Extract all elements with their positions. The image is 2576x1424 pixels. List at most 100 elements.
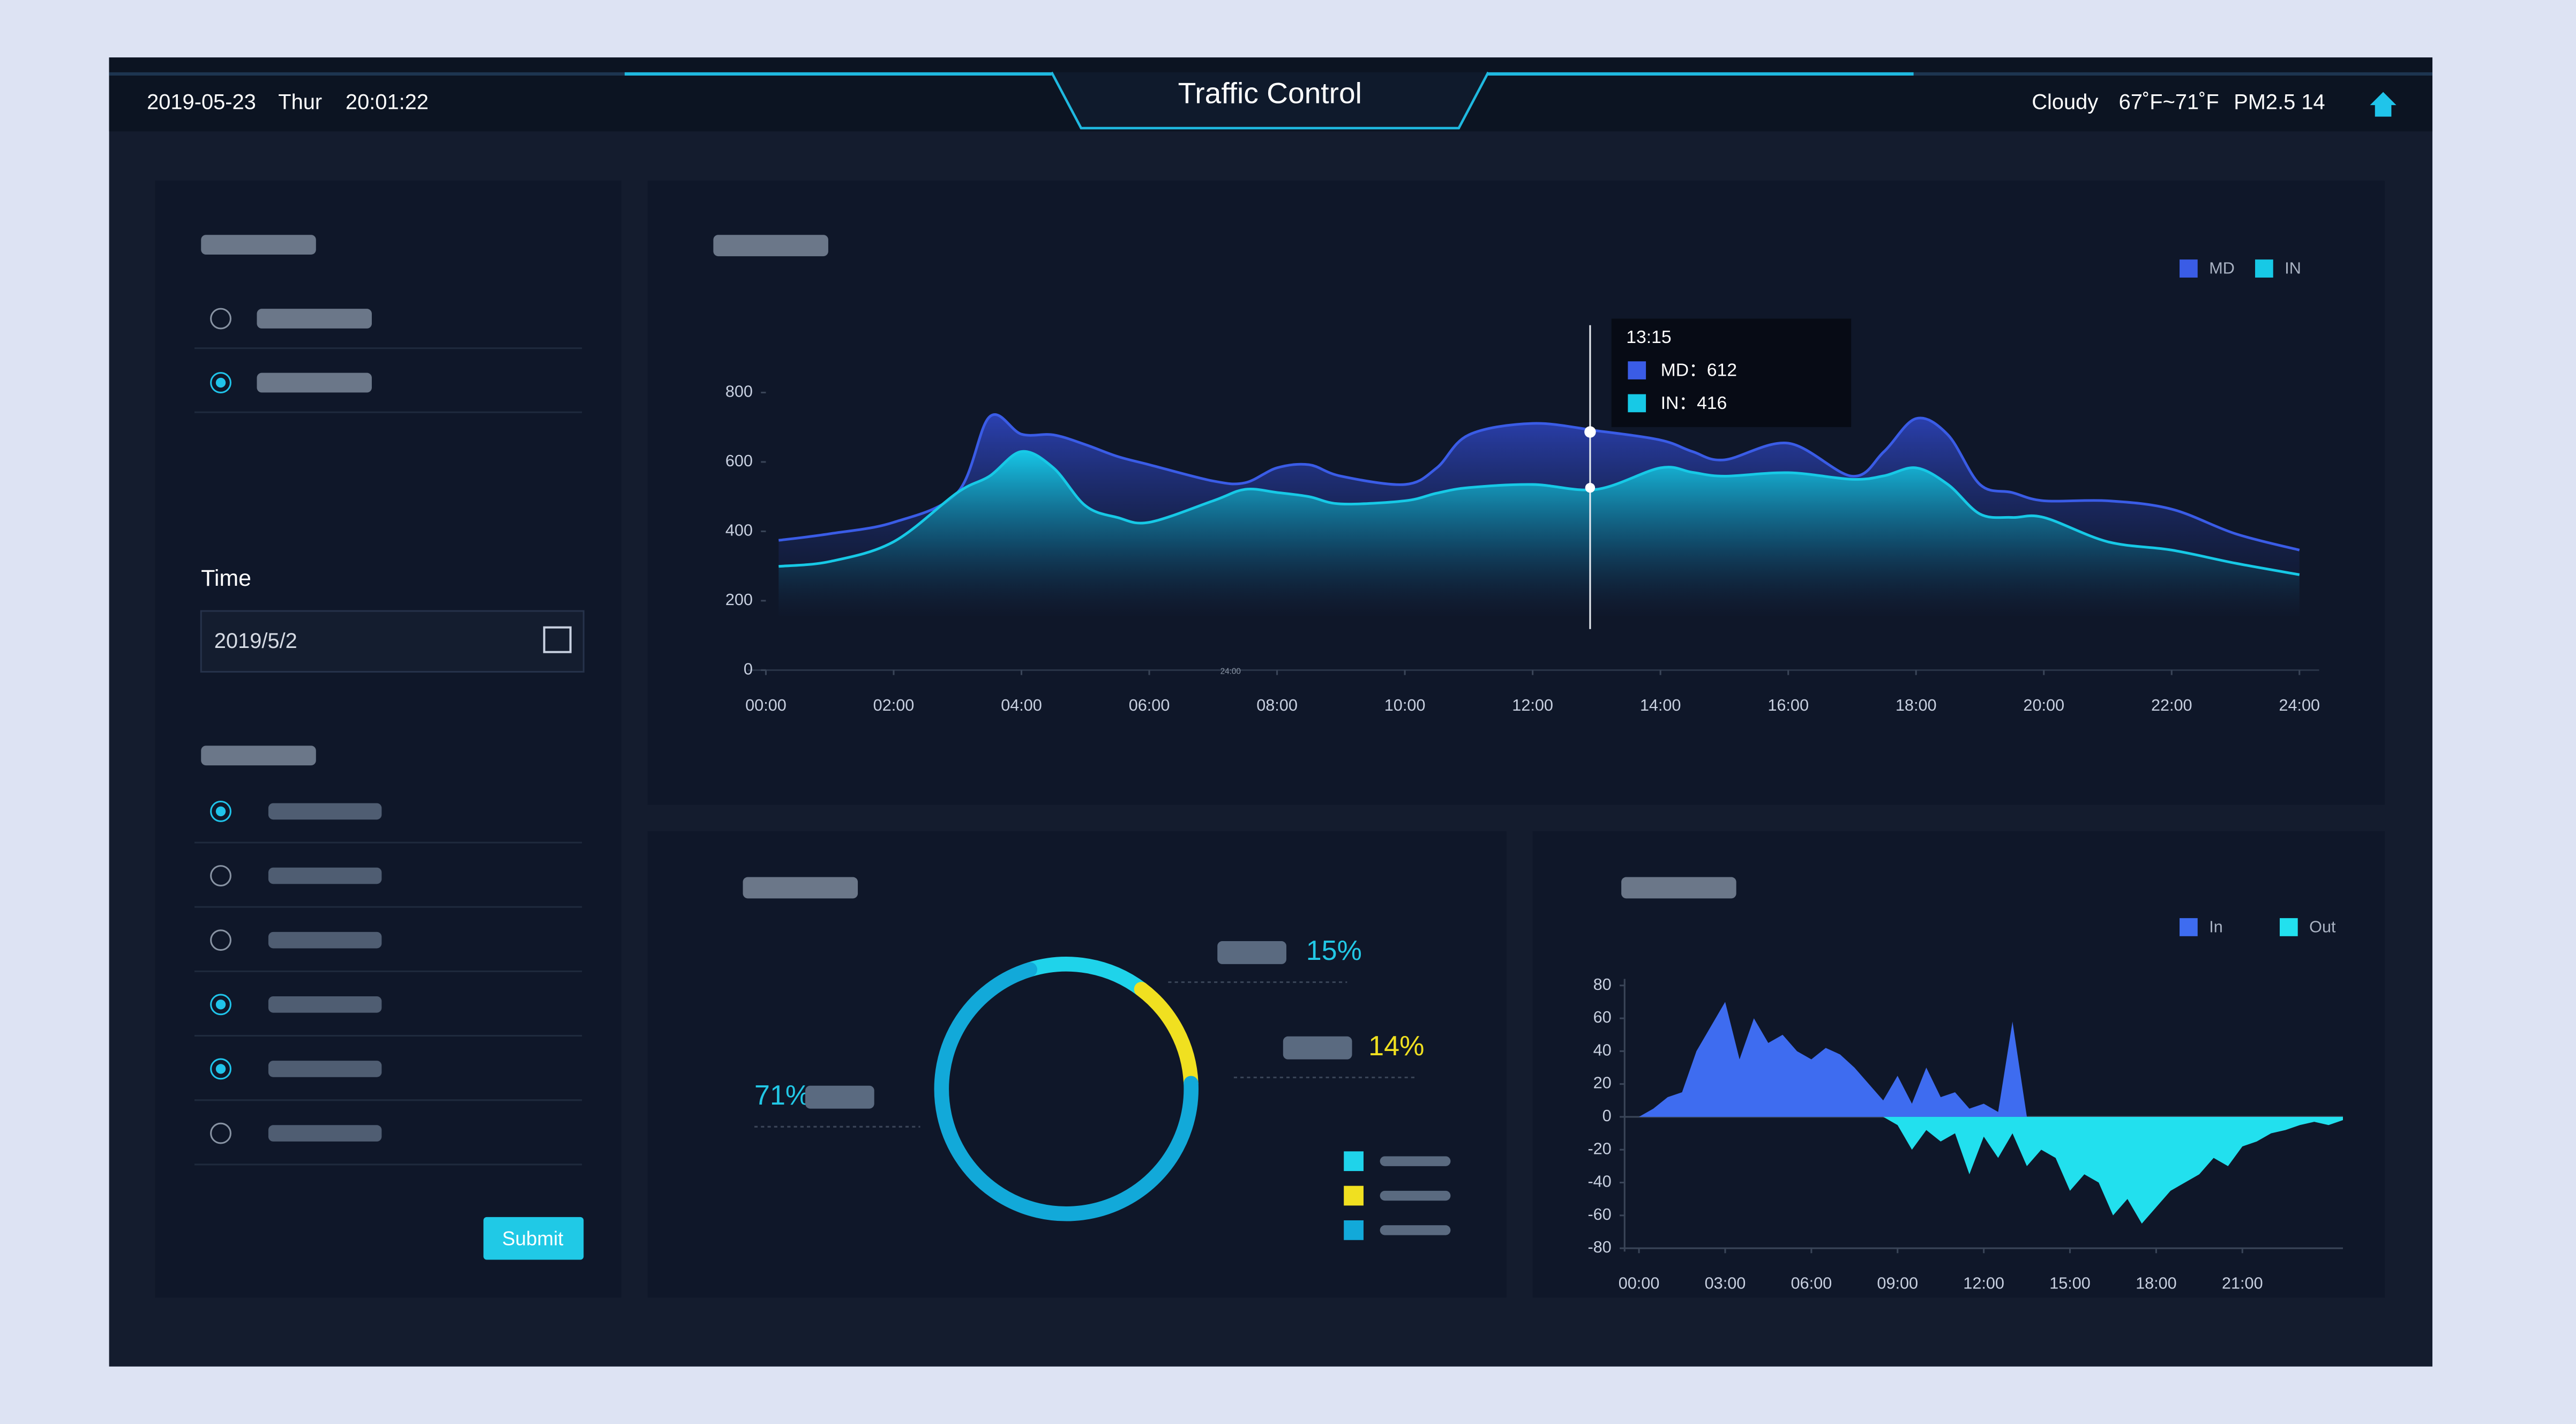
x-tick-label: 12:00 [1963,1274,2004,1293]
date: 2019-05-23 [147,91,256,114]
placeholder [268,931,382,949]
placeholder [1380,1156,1451,1166]
placeholder [201,235,316,255]
area-fill [778,451,2300,616]
radio-dot [215,377,226,388]
donut-segment [934,962,1199,1221]
area [1639,1116,2343,1224]
radio[interactable] [210,929,231,951]
x-tick-label: 03:00 [1705,1274,1746,1293]
x-tick-label: 14:00 [1640,696,1681,714]
legend-swatch [2180,918,2198,936]
y-tick-label: -60 [1587,1205,1611,1224]
tooltip-title: 13:15 [1626,327,1671,347]
radio[interactable] [210,1122,231,1144]
x-tick-label: 15:00 [2049,1274,2091,1293]
radio-dot [215,1064,226,1074]
x-tick-label: 10:00 [1384,696,1426,714]
date-value: 2019/5/2 [214,629,297,653]
x-tick-label: 18:00 [1896,696,1937,714]
placeholder [713,235,828,257]
legend-swatch [1344,1220,1364,1240]
placeholder [201,745,316,766]
x-tick-label: 20:00 [2023,696,2064,714]
radio[interactable] [210,800,231,822]
x-tick-label: 02:00 [873,696,915,714]
weather: Cloudy [2032,91,2098,114]
clock: 20:01:22 [346,91,429,114]
line [778,450,2300,576]
time-label: Time [201,565,251,591]
submit-label: Submit [502,1227,563,1249]
tooltip-line: IN：416 [1661,393,1727,413]
radio[interactable] [210,1058,231,1080]
y-tick-label: 0 [744,660,753,678]
radio[interactable] [210,308,231,330]
donut-segment [1134,982,1199,1091]
y-tick-label: 0 [1602,1107,1612,1125]
legend-label: Out [2309,918,2336,936]
cursor-dot [1584,426,1596,438]
legend-label: In [2209,918,2223,936]
radio-dot [215,806,226,817]
y-tick-label: 800 [725,383,753,401]
flow-panel [1532,831,2385,1298]
placeholder [268,867,382,884]
legend-swatch [1344,1151,1364,1172]
area [1639,1002,2343,1117]
home-icon[interactable] [2370,92,2397,117]
x-tick-label: 21:00 [2222,1274,2263,1293]
tooltip-swatch [1628,361,1646,379]
y-tick-label: 600 [725,452,753,470]
tooltip-line: MD：612 [1661,360,1737,381]
day: Thur [278,91,322,114]
radio[interactable] [210,865,231,886]
y-tick-label: 40 [1593,1041,1612,1059]
y-tick-label: -40 [1587,1173,1611,1191]
calendar-icon[interactable] [543,626,572,653]
legend-swatch [2255,259,2273,278]
radio[interactable] [210,372,231,393]
placeholder [1621,877,1736,899]
legend-swatch [2280,918,2298,936]
y-tick-label: 80 [1593,975,1612,994]
title: Traffic Control [1178,76,1362,109]
legend-label: MD [2209,259,2235,278]
y-tick-label: 400 [725,521,753,539]
placeholder [1380,1190,1451,1201]
x-tick-label: 24:00 [2279,696,2320,714]
donut-panel [647,831,1507,1298]
tooltip-swatch [1628,394,1646,413]
x-tick-label: 18:00 [2136,1274,2177,1293]
x-tick-label: 00:00 [745,696,787,714]
tooltip [1611,318,1852,427]
x-tick-label: 22:00 [2151,696,2192,714]
title-tab [1050,71,1489,130]
legend-swatch [1344,1186,1364,1206]
y-tick-label: -80 [1587,1238,1611,1256]
x-tick-label: 04:00 [1001,696,1042,714]
y-tick-label: -20 [1587,1139,1611,1158]
placeholder [268,1061,382,1077]
placeholder [1380,1225,1451,1235]
placeholder [805,1085,874,1109]
temperature: 67˚F~71˚F [2119,91,2219,114]
radio-list [194,800,582,1166]
donut-label: 15% [1306,935,1362,966]
placeholder [268,1125,382,1142]
axis-note: 24:00 [1220,667,1241,676]
date-input[interactable] [200,610,585,673]
cursor-dot [1585,482,1596,493]
donut-label: 71% [754,1080,810,1111]
x-tick-label: 16:00 [1768,696,1809,714]
donut-segment [1022,957,1149,997]
submit-button[interactable] [483,1217,584,1260]
x-tick-label: 08:00 [1256,696,1298,714]
placeholder [257,309,372,329]
line [778,413,2300,551]
radio[interactable] [210,994,231,1016]
form: Time 2019/5/2 Submit [194,235,585,1260]
y-tick-label: 200 [725,591,753,609]
placeholder [257,372,372,393]
